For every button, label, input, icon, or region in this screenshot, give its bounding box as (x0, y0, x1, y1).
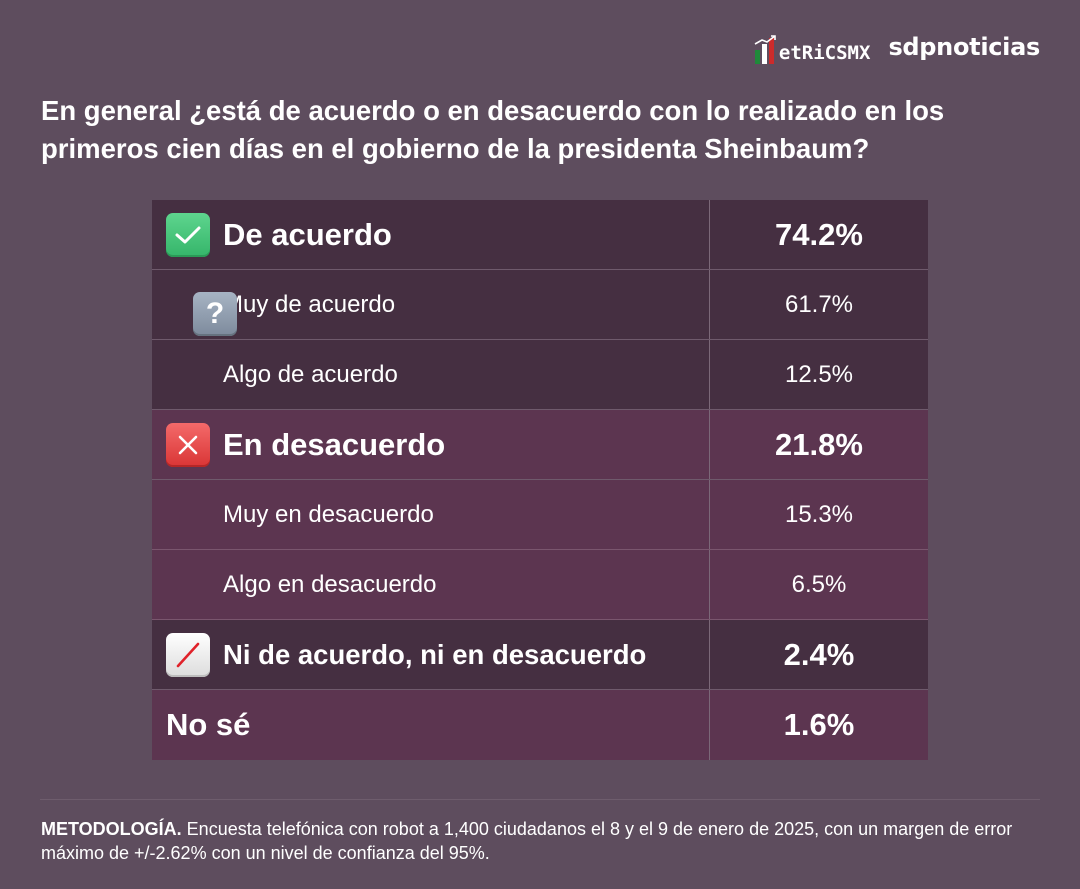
row-value: 15.3% (784, 500, 854, 528)
row-label: Ni de acuerdo, ni en desacuerdo (223, 638, 647, 670)
row-value: 2.4% (783, 636, 855, 672)
results-table: De acuerdo 74.2% Muy de acuerdo 61.7% Al… (152, 200, 928, 760)
sdpnoticias-logo: sdpnoticias (888, 33, 1040, 61)
row-value: 6.5% (791, 570, 847, 598)
methodology-label: METODOLOGÍA. (41, 819, 182, 839)
table-row-muy-en-desacuerdo: Muy en desacuerdo 15.3% (152, 480, 928, 550)
cross-mark-icon (166, 422, 210, 467)
row-value: 74.2% (775, 216, 863, 252)
row-label-cell: ? No sé (152, 292, 710, 760)
table-row-en-desacuerdo: En desacuerdo 21.8% (152, 410, 928, 480)
table-row-ni-de-acuerdo-ni-en-desacuerdo: Ni de acuerdo, ni en desacuerdo 2.4% (152, 620, 928, 690)
row-label-cell: Algo en desacuerdo (152, 550, 710, 619)
row-label: Algo en desacuerdo (223, 570, 437, 598)
header-logos: etRiCSMX sdpnoticias (754, 30, 1040, 64)
row-label: Muy en desacuerdo (223, 500, 434, 528)
methodology-note: METODOLOGÍA. Encuesta telefónica con rob… (41, 817, 1031, 865)
table-row-muy-de-acuerdo: Muy de acuerdo 61.7% (152, 270, 928, 340)
question-mark-icon: ? (193, 292, 237, 336)
row-label-cell: En desacuerdo (152, 410, 710, 479)
methodology-text: Encuesta telefónica con robot a 1,400 ci… (41, 819, 1013, 863)
survey-question: En general ¿está de acuerdo o en desacue… (41, 95, 945, 164)
row-value: 21.8% (775, 426, 863, 462)
row-label-cell: Muy de acuerdo (152, 270, 710, 339)
table-row-de-acuerdo: De acuerdo 74.2% (152, 200, 928, 270)
metricsmx-logo-text: etRiCSMX (778, 42, 871, 64)
row-value: 12.5% (784, 360, 854, 388)
metricsmx-logo: etRiCSMX (754, 30, 871, 64)
table-row-algo-de-acuerdo: Algo de acuerdo 12.5% (152, 340, 928, 410)
row-label: En desacuerdo (223, 426, 446, 462)
table-row-algo-en-desacuerdo: Algo en desacuerdo 6.5% (152, 550, 928, 620)
row-label-cell: Ni de acuerdo, ni en desacuerdo (152, 620, 710, 689)
table-row-no-se: ? No sé 1.6% (152, 292, 928, 760)
question-mark-glyph: ? (205, 297, 225, 330)
check-mark-icon (166, 212, 210, 257)
row-label: No sé (166, 707, 251, 742)
row-label-cell: De acuerdo (152, 200, 710, 269)
metricsmx-chart-icon (754, 34, 778, 64)
row-label: Algo de acuerdo (223, 360, 398, 388)
row-label: Muy de acuerdo (223, 290, 396, 318)
row-label: De acuerdo (223, 216, 392, 252)
row-label-cell: Muy en desacuerdo (152, 480, 710, 549)
row-value: 1.6% (783, 707, 855, 742)
slash-icon (166, 632, 210, 677)
row-label-cell: Algo de acuerdo (152, 340, 710, 409)
footer-divider (40, 799, 1040, 800)
row-value: 61.7% (784, 290, 854, 318)
